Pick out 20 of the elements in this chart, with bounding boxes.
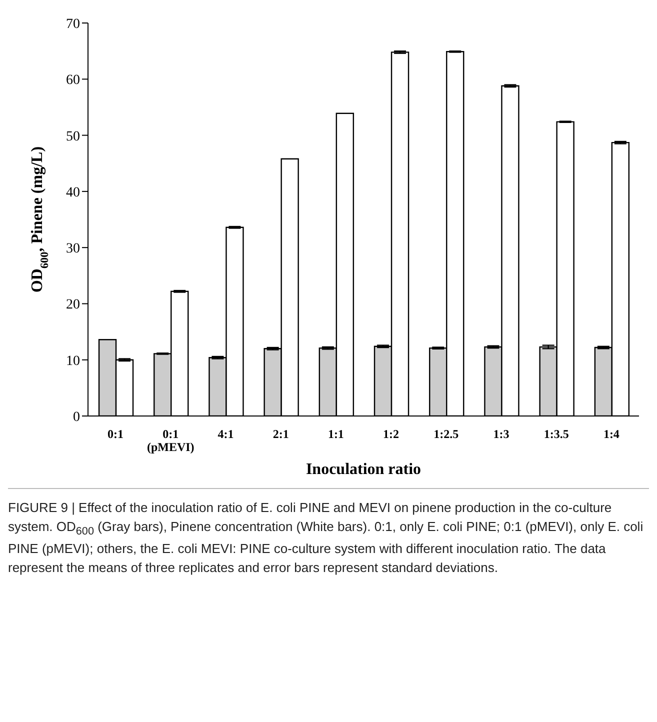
y-tick-label: 50 <box>66 129 80 144</box>
x-axis-title: Inoculation ratio <box>306 461 422 478</box>
y-tick-label: 40 <box>66 185 80 200</box>
x-tick-label: 0:1 <box>108 427 124 441</box>
y-tick-label: 70 <box>66 16 80 32</box>
y-tick-label: 20 <box>66 298 80 313</box>
x-tick-label: 2:1 <box>272 427 289 441</box>
caption: FIGURE 9 | Effect of the inoculation ratio of E. coli PINE and MEVI on pinene production in the co-culture system. OD$_{600}$ (Gray bars), Pinene concentration (White bars). 0:1, only E. coli PINE; 0:1 (pMEVI), only E. coli PINE (pMEVI); others, the E. coli MEVI: PINE co-culture system with different inoculation ratio. The data represent the means of three replicates and error bars represent standard deviations. <box>8 499 644 577</box>
x-tick-label: 1:4 <box>603 427 620 441</box>
x-tick-label: 1:1 <box>328 427 344 441</box>
x-tick-label: 4:1 <box>218 427 234 441</box>
y-tick-label: 60 <box>66 73 80 88</box>
x-tick-label: 1:2 <box>383 427 400 441</box>
x-tick-label: 1:3 <box>493 427 510 441</box>
x-tick-label: 1:3.5 <box>544 427 569 441</box>
y-tick-label: 0 <box>73 410 80 425</box>
x-tick-label: 1:2.5 <box>434 427 459 441</box>
y-tick-label: 10 <box>66 354 80 369</box>
x-tick-label: 0:1(pMEVI) <box>146 427 194 454</box>
y-tick-label: 30 <box>66 242 80 257</box>
